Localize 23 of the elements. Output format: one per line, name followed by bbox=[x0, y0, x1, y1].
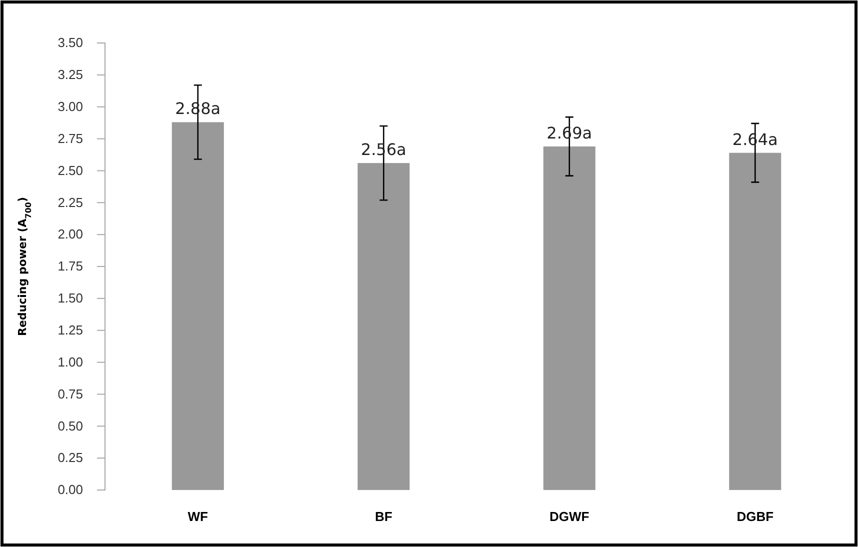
bar bbox=[543, 146, 596, 490]
y-tick-label: 0.25 bbox=[58, 450, 83, 466]
x-tick-label: DGBF bbox=[736, 509, 774, 524]
y-tick-label: 1.50 bbox=[58, 290, 83, 306]
y-tick-label: 2.75 bbox=[58, 130, 83, 146]
bar bbox=[172, 122, 224, 490]
y-tick-label: 0.75 bbox=[58, 386, 83, 402]
y-tick-label: 0.50 bbox=[58, 418, 83, 434]
y-tick-label: 2.25 bbox=[58, 194, 83, 210]
y-tick-label: 1.25 bbox=[58, 322, 83, 338]
y-tick-label: 3.50 bbox=[58, 35, 83, 50]
y-tick-label: 1.00 bbox=[58, 354, 83, 370]
y-tick-label: 3.00 bbox=[58, 99, 83, 114]
y-tick-label: 0.00 bbox=[58, 482, 83, 498]
x-tick-label: BF bbox=[374, 509, 392, 524]
y-tick-label: 2.50 bbox=[58, 162, 83, 178]
bar bbox=[358, 163, 410, 490]
y-tick-label: 2.00 bbox=[58, 226, 83, 242]
y-tick-label: 3.25 bbox=[58, 67, 83, 82]
x-tick-label: WF bbox=[188, 509, 208, 524]
y-tick-label: 1.75 bbox=[58, 258, 83, 274]
bar bbox=[729, 152, 782, 490]
x-tick-label: DGWF bbox=[550, 509, 590, 524]
